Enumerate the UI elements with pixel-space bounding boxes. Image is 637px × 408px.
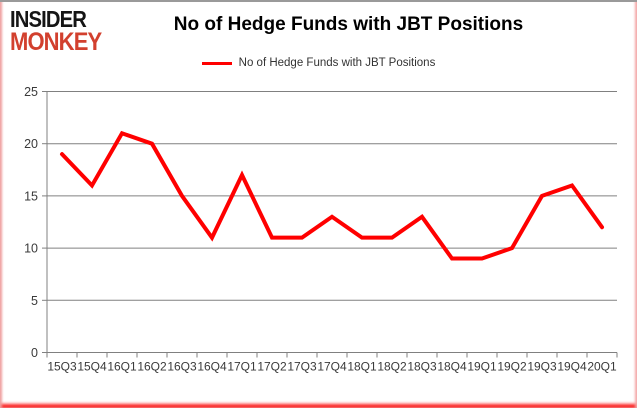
x-tick-label: 16Q4 [197,360,227,374]
chart-title: No of Hedge Funds with JBT Positions [173,14,524,35]
logo-text-insider: INSIDER [10,6,87,32]
x-tick-label: 18Q4 [437,360,467,374]
x-tick-label: 19Q1 [467,360,497,374]
x-tick-label: 15Q3 [47,360,77,374]
x-tick-label: 19Q2 [497,360,527,374]
y-tick-label: 25 [24,85,38,99]
x-tick-label: 17Q3 [287,360,317,374]
x-tick-label: 19Q3 [527,360,557,374]
x-tick-label: 18Q3 [407,360,437,374]
x-tick-label: 16Q1 [107,360,137,374]
x-tick-label: 18Q1 [347,360,377,374]
y-tick-label: 20 [24,137,38,151]
x-tick-label: 16Q2 [137,360,167,374]
x-tick-label: 17Q2 [257,360,287,374]
y-tick-label: 15 [24,189,38,203]
logo-text-monkey: MONKEY [10,27,102,56]
x-tick-label: 20Q1 [587,360,617,374]
legend: No of Hedge Funds with JBT Positions [0,57,637,69]
y-tick-label: 0 [31,346,38,360]
insider-monkey-logo: INSIDER MONKEY [10,6,114,56]
x-tick-label: 17Q1 [227,360,257,374]
y-tick-label: 10 [24,242,38,256]
x-tick-label: 19Q4 [557,360,587,374]
legend-line-swatch [201,61,232,65]
y-tick-label: 5 [31,294,38,308]
x-tick-label: 16Q3 [167,360,197,374]
legend-label: No of Hedge Funds with JBT Positions [238,57,436,69]
x-tick-label: 15Q4 [77,360,107,374]
series-line-0 [60,130,604,261]
x-tick-label: 18Q2 [377,360,407,374]
x-tick-label: 17Q4 [317,360,347,374]
